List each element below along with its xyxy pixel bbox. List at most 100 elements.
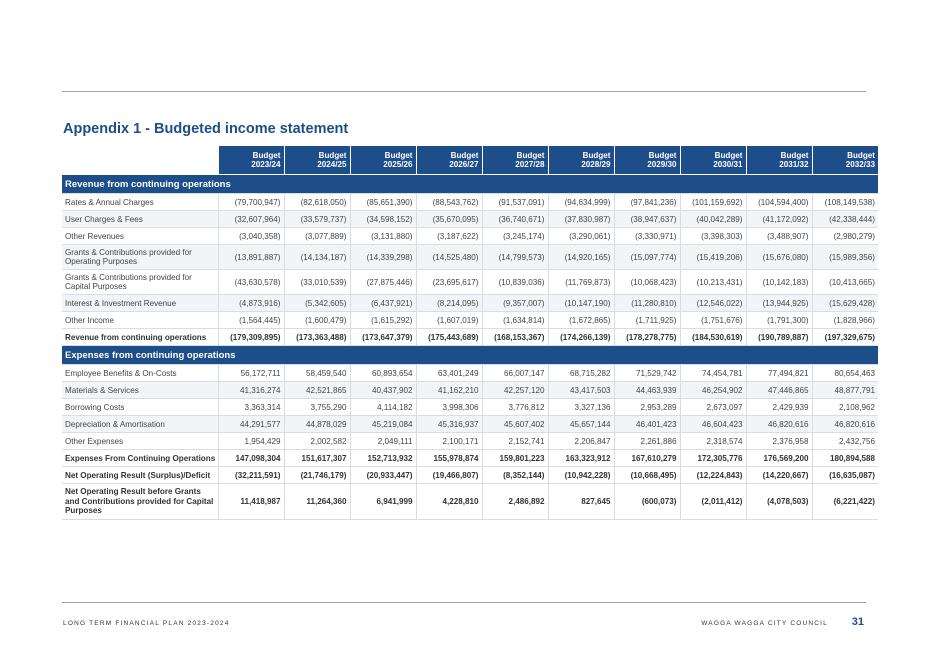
value-cell: 1,954,429 [217, 432, 284, 450]
table-header-row: Budget 2023/24 Budget 2024/25 Budget 2025/2… [62, 146, 878, 175]
value-cell: (168,153,367) [481, 328, 548, 346]
value-cell: (13,891,887) [217, 244, 284, 270]
value-cell: (108,149,538) [811, 193, 878, 211]
value-cell: (6,221,422) [811, 483, 878, 520]
value-cell: (1,600,479) [283, 311, 350, 329]
row-label: User Charges & Fees [62, 210, 218, 228]
value-cell: (19,466,807) [415, 466, 482, 484]
value-cell: (4,873,916) [217, 294, 284, 312]
table-row: Other Revenues (3,040,358) (3,077,889) (3,1… [62, 227, 878, 245]
value-cell: (1,607,019) [415, 311, 482, 329]
row-label: Net Operating Result before Grants and C… [62, 483, 218, 520]
row-label: Grants & Contributions provided for Capi… [62, 269, 218, 295]
value-cell: 71,529,742 [613, 364, 680, 382]
table-row: Grants & Contributions provided for Capi… [62, 269, 878, 295]
bottom-divider [62, 602, 866, 603]
value-cell: 2,100,171 [415, 432, 482, 450]
value-cell: (3,488,907) [745, 227, 812, 245]
row-label: Employee Benefits & On-Costs [62, 364, 218, 382]
value-cell: 66,007,147 [481, 364, 548, 382]
row-label: Borrowing Costs [62, 398, 218, 416]
row-label: Expenses From Continuing Operations [62, 449, 218, 467]
value-cell: (23,695,617) [415, 269, 482, 295]
column-header-line2: 2030/31 [713, 160, 743, 169]
column-header: Budget 2023/24 [217, 146, 284, 175]
row-label: Revenue from continuing operations [62, 328, 218, 346]
table-total-row: Net Operating Result (Surplus)/Deficit (3… [62, 466, 878, 484]
value-cell: 80,654,463 [811, 364, 878, 382]
value-cell: (10,413,665) [811, 269, 878, 295]
section-heading-row: Revenue from continuing operations [62, 174, 878, 194]
value-cell: 44,878,029 [283, 415, 350, 433]
value-cell: 41,162,210 [415, 381, 482, 399]
value-cell: 147,098,304 [217, 449, 284, 467]
value-cell: (14,220,667) [745, 466, 812, 484]
value-cell: 159,801,223 [481, 449, 548, 467]
value-cell: (27,875,446) [349, 269, 416, 295]
value-cell: (101,159,692) [679, 193, 746, 211]
value-cell: (32,211,591) [217, 466, 284, 484]
value-cell: 152,713,932 [349, 449, 416, 467]
value-cell: 2,318,574 [679, 432, 746, 450]
value-cell: 74,454,781 [679, 364, 746, 382]
value-cell: (12,224,843) [679, 466, 746, 484]
value-cell: (10,068,423) [613, 269, 680, 295]
value-cell: 2,432,756 [811, 432, 878, 450]
page-number: 31 [851, 616, 864, 628]
table-row: Rates & Annual Charges (79,700,947) (82,61… [62, 193, 878, 211]
value-cell: 2,002,582 [283, 432, 350, 450]
value-cell: (79,700,947) [217, 193, 284, 211]
column-header-line2: 2023/24 [251, 160, 281, 169]
value-cell: 45,657,144 [547, 415, 614, 433]
value-cell: (14,799,573) [481, 244, 548, 270]
value-cell: 42,257,120 [481, 381, 548, 399]
table-row: Borrowing Costs 3,363,314 3,755,290 4,114,1… [62, 398, 878, 416]
value-cell: 60,893,654 [349, 364, 416, 382]
value-cell: (13,944,925) [745, 294, 812, 312]
value-cell: (40,042,289) [679, 210, 746, 228]
column-header-line2: 2031/32 [779, 160, 809, 169]
value-cell: (1,711,925) [613, 311, 680, 329]
value-cell: (10,213,431) [679, 269, 746, 295]
value-cell: (178,278,775) [613, 328, 680, 346]
value-cell: 46,254,902 [679, 381, 746, 399]
column-header-line1: Budget [582, 150, 611, 160]
value-cell: 45,219,084 [349, 415, 416, 433]
column-header: Budget 2030/31 [679, 146, 746, 175]
value-cell: 167,610,279 [613, 449, 680, 467]
value-cell: (1,791,300) [745, 311, 812, 329]
value-cell: (1,828,966) [811, 311, 878, 329]
row-label: Net Operating Result (Surplus)/Deficit [62, 466, 218, 484]
table-row: Other Income (1,564,445) (1,600,479) (1,615… [62, 311, 878, 329]
value-cell: 151,617,307 [283, 449, 350, 467]
column-header-line2: 2027/28 [515, 160, 545, 169]
value-cell: 155,978,874 [415, 449, 482, 467]
value-cell: (3,330,971) [613, 227, 680, 245]
table-total-row: Expenses From Continuing Operations 147,0… [62, 449, 878, 467]
column-header: Budget 2024/25 [283, 146, 350, 175]
value-cell: 176,569,200 [745, 449, 812, 467]
value-cell: 47,446,865 [745, 381, 812, 399]
column-header-line1: Budget [450, 150, 479, 160]
value-cell: (14,134,187) [283, 244, 350, 270]
value-cell: (37,830,987) [547, 210, 614, 228]
table-body: Revenue from continuing operations Rates … [62, 174, 878, 520]
column-header-line2: 2032/33 [845, 160, 875, 169]
value-cell: (88,543,762) [415, 193, 482, 211]
value-cell: (3,131,880) [349, 227, 416, 245]
value-cell: (20,933,447) [349, 466, 416, 484]
value-cell: 46,401,423 [613, 415, 680, 433]
value-cell: (38,947,637) [613, 210, 680, 228]
top-divider [62, 91, 866, 92]
value-cell: (10,147,190) [547, 294, 614, 312]
value-cell: 46,820,616 [811, 415, 878, 433]
value-cell: (2,980,279) [811, 227, 878, 245]
value-cell: (173,363,488) [283, 328, 350, 346]
value-cell: 3,363,314 [217, 398, 284, 416]
value-cell: (36,740,671) [481, 210, 548, 228]
value-cell: 68,715,282 [547, 364, 614, 382]
value-cell: 42,521,865 [283, 381, 350, 399]
value-cell: (190,789,887) [745, 328, 812, 346]
value-cell: 44,463,939 [613, 381, 680, 399]
value-cell: 3,755,290 [283, 398, 350, 416]
